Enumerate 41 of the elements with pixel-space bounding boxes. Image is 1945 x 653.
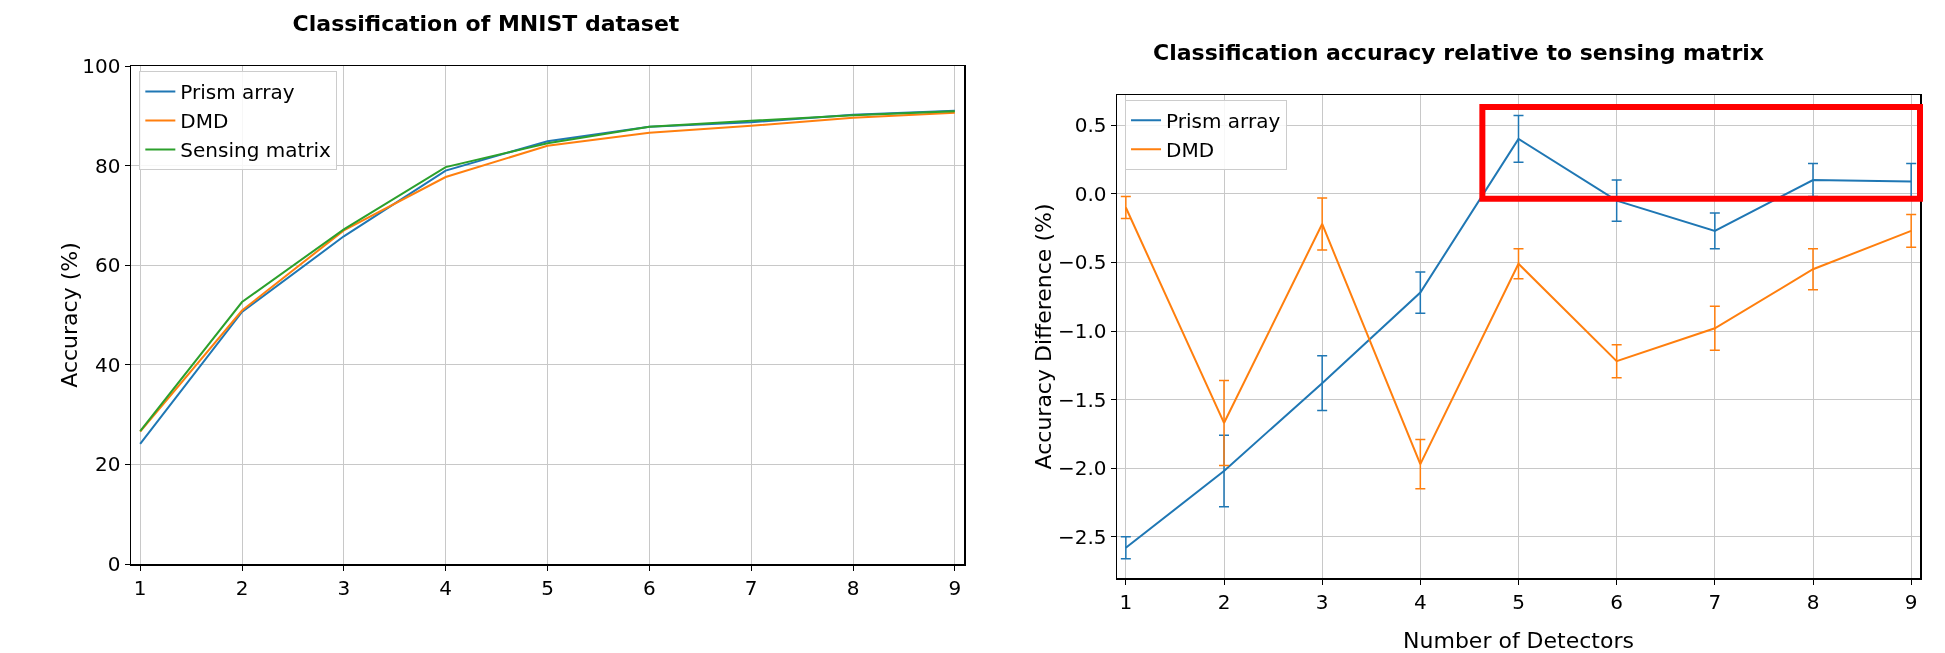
y-tick-label: 40 xyxy=(95,352,121,377)
x-tick-label: 6 xyxy=(642,575,656,600)
x-axis-title: Number of Detectors xyxy=(1403,628,1634,653)
legend-label: DMD xyxy=(180,109,229,134)
y-tick-label: −2.5 xyxy=(1057,524,1107,549)
x-tick-label: 7 xyxy=(1708,589,1722,614)
x-tick-label: 6 xyxy=(1610,589,1624,614)
y-tick-label: −0.5 xyxy=(1057,250,1107,275)
y-tick-label: −1.0 xyxy=(1057,319,1107,344)
y-tick-label: 20 xyxy=(95,452,121,477)
y-tick-label: 80 xyxy=(95,153,121,178)
x-tick-label: 8 xyxy=(1806,589,1820,614)
x-tick-label: 2 xyxy=(1217,589,1231,614)
y-tick-label: 0.0 xyxy=(1074,181,1107,206)
y-tick-label: −2.0 xyxy=(1057,456,1107,481)
legend-label: Prism array xyxy=(1166,109,1281,134)
x-tick-label: 4 xyxy=(439,575,453,600)
x-tick-label: 2 xyxy=(235,575,249,600)
legend-label: Sensing matrix xyxy=(180,138,332,163)
x-tick-label: 8 xyxy=(846,575,860,600)
x-tick-label: 9 xyxy=(948,575,962,600)
legend-label: DMD xyxy=(1166,138,1215,163)
x-tick-label: 9 xyxy=(1904,589,1918,614)
x-tick-label: 1 xyxy=(133,575,147,600)
x-tick-label: 4 xyxy=(1413,589,1427,614)
y-tick-label: −1.5 xyxy=(1057,387,1107,412)
chart-title: Classification accuracy relative to sensing matrix xyxy=(1153,40,1764,65)
x-tick-label: 3 xyxy=(1315,589,1329,614)
x-tick-label: 5 xyxy=(541,575,554,600)
x-tick-label: 5 xyxy=(1512,589,1525,614)
y-tick-label: 60 xyxy=(95,253,121,278)
y-axis-title: Accuracy Difference (%) xyxy=(1030,203,1056,470)
chart-title: Classification of MNIST dataset xyxy=(292,11,680,36)
y-tick-label: 0 xyxy=(107,552,121,576)
y-tick-label: 100 xyxy=(82,54,121,78)
x-tick-label: 3 xyxy=(337,575,351,600)
x-tick-label: 7 xyxy=(744,575,758,600)
x-tick-label: 1 xyxy=(1119,589,1133,614)
y-tick-label: 0.5 xyxy=(1074,113,1107,138)
legend-label: Prism array xyxy=(180,80,295,105)
y-axis-title: Accuracy (%) xyxy=(56,242,82,388)
